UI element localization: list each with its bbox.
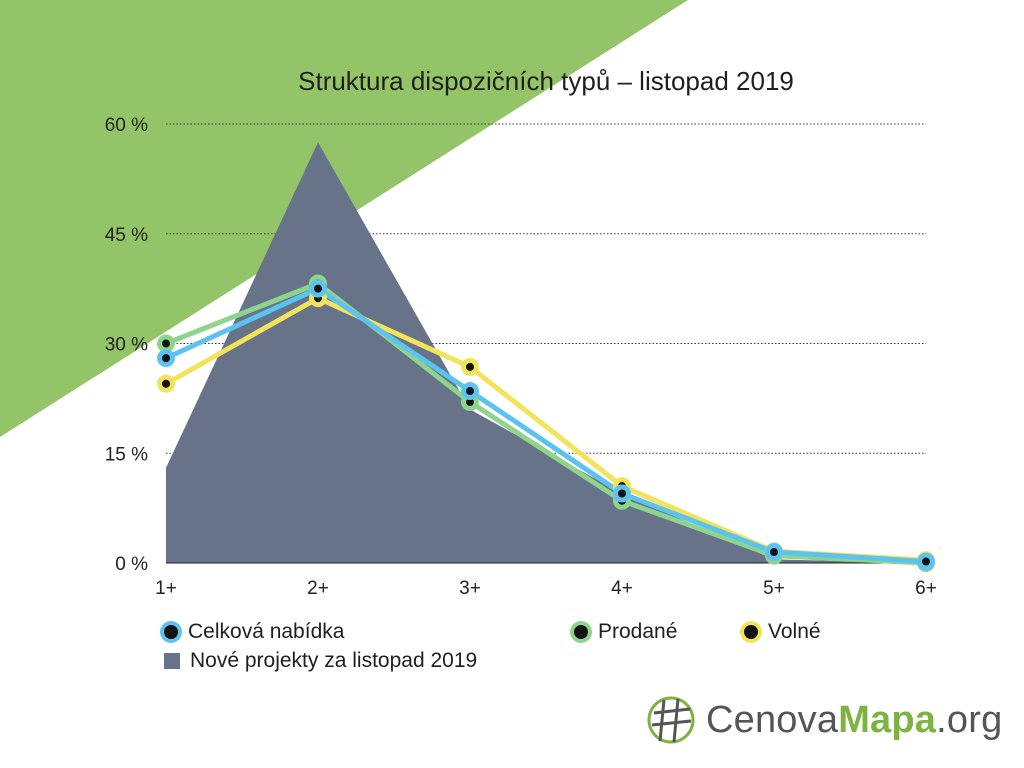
y-tick-label: 30 %: [105, 335, 148, 356]
x-tick-label: 2+: [307, 578, 329, 599]
legend-marker-volne: [744, 625, 758, 639]
point-center-celkova: [162, 354, 170, 363]
point-center-celkova: [466, 387, 474, 396]
legend-label-celkova: Celková nabídka: [188, 620, 345, 643]
legend-marker-prodane: [574, 625, 588, 639]
legend-marker-area: [164, 653, 180, 669]
y-tick-label: 60 %: [105, 115, 148, 136]
point-center-celkova: [618, 489, 626, 498]
point-center-volne: [466, 362, 474, 371]
y-tick-label: 15 %: [105, 444, 148, 465]
point-center-volne: [162, 379, 170, 388]
legend-label-prodane: Prodané: [598, 620, 678, 643]
legend-item-celkova: Celková nabídka: [164, 620, 344, 644]
tick-label-layer: 0 % 15 % 30 % 45 % 60 % 1+ 2+ 3+ 4+ 5+ 6+: [105, 115, 937, 599]
legend-label-volne: Volné: [768, 620, 821, 643]
point-center-celkova: [314, 284, 322, 293]
point-center-prodane: [466, 398, 474, 407]
line-prodane: [163, 281, 929, 566]
x-tick-label: 6+: [915, 578, 937, 599]
chart-title: Struktura dispozičních typů – listopad 2…: [298, 66, 794, 96]
point-center-prodane: [162, 339, 170, 348]
logo-text: CenovaMapa.org: [706, 698, 1003, 741]
y-tick-label: 0 %: [115, 554, 148, 575]
x-tick-label: 5+: [763, 578, 785, 599]
globe-icon: [647, 696, 695, 744]
line-celkova: [163, 286, 929, 565]
cenovamapa-logo: CenovaMapa.org: [644, 688, 1002, 752]
area-series-layer: [166, 142, 926, 563]
legend-item-volne: Volné: [744, 620, 821, 644]
point-center-celkova: [770, 548, 778, 557]
legend-label-area: Nové projekty za listopad 2019: [190, 649, 478, 672]
legend-item-prodane: Prodané: [574, 620, 677, 644]
line-series-layer: [157, 274, 935, 572]
legend-item-area: Nové projekty za listopad 2019: [164, 649, 477, 673]
x-tick-label: 1+: [155, 578, 177, 599]
x-tick-label: 3+: [459, 578, 481, 599]
y-tick-label: 45 %: [105, 225, 148, 246]
point-center-celkova: [922, 557, 930, 566]
legend-marker-celkova: [164, 625, 178, 639]
area-nove-projekty: [166, 142, 926, 563]
x-tick-label: 4+: [611, 578, 633, 599]
